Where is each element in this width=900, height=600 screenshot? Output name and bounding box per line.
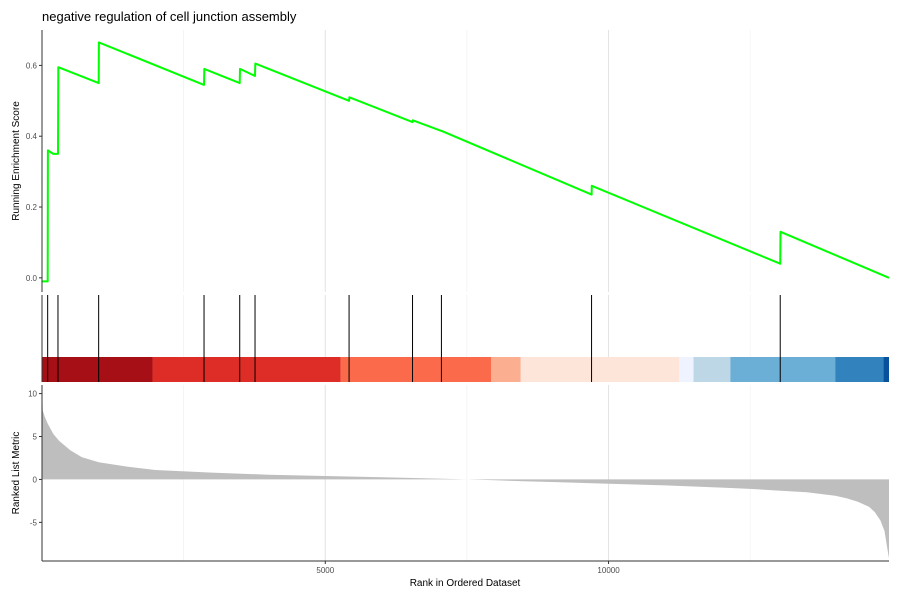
y-tick-label: 5	[33, 433, 38, 442]
metric-y-ticks: -5 0 5 10	[28, 390, 42, 527]
enrichment-line	[42, 41, 890, 283]
colorbar-segment	[520, 357, 680, 382]
y-tick-label: 0.0	[26, 274, 38, 283]
colorbar-segment	[693, 357, 731, 382]
y-tick-label: 0.2	[26, 203, 38, 212]
enrichment-gridlines	[183, 30, 751, 292]
y-tick-label: 0.4	[26, 132, 38, 141]
metric-area-layer	[42, 389, 889, 559]
metric-area	[42, 389, 889, 559]
colorbar-segment	[835, 357, 884, 382]
metric-gridlines	[183, 385, 751, 561]
chart-title: negative regulation of cell junction ass…	[42, 9, 297, 24]
x-tick-label: 10000	[597, 566, 620, 575]
colorbar-segment	[730, 357, 836, 382]
colorbar-segment	[340, 357, 492, 382]
y-tick-label: -5	[30, 518, 38, 527]
colorbar-segment	[42, 357, 153, 382]
y-tick-label: 0.6	[26, 61, 38, 70]
colorbar-segment	[883, 357, 889, 382]
x-axis-ticks: 5000 10000	[316, 561, 620, 575]
colorbar-segment	[679, 357, 694, 382]
enrichment-curve-layer	[42, 41, 890, 283]
enrichment-y-label: Running Enrichment Score	[11, 101, 22, 221]
y-tick-label: 0	[33, 475, 38, 484]
x-tick-label: 5000	[316, 566, 334, 575]
x-axis-label: Rank in Ordered Dataset	[410, 578, 521, 589]
enrichment-y-ticks: 0.0 0.2 0.4 0.6	[26, 61, 42, 283]
colorbar-segment	[491, 357, 521, 382]
metric-y-label: Ranked List Metric	[11, 432, 22, 515]
colorbar-segment	[152, 357, 341, 382]
y-tick-label: 10	[28, 390, 37, 399]
gene-hit-marks	[47, 295, 781, 382]
rank-colorbar	[42, 357, 889, 382]
